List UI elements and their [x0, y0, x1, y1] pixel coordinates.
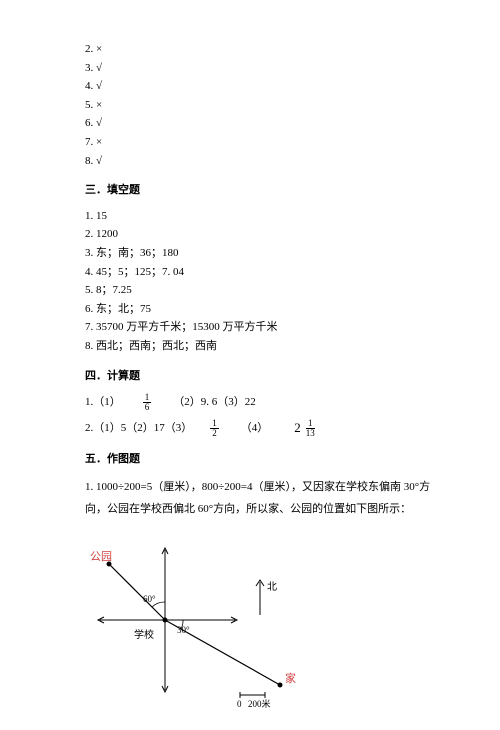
section-5-title: 五．作图题	[85, 451, 445, 469]
angle-30: 30°	[177, 625, 190, 635]
fraction: 1 2	[210, 419, 219, 438]
true-false-list: 2. × 3. √ 4. √ 5. × 6. √ 7. × 8. √	[85, 41, 445, 170]
blank-item: 6. 东；北；75	[85, 301, 445, 319]
fraction: 1 6	[143, 393, 152, 412]
tf-item: 6. √	[85, 115, 445, 133]
blanks-list: 1. 15 2. 1200 3. 东；南；36；180 4. 45；5；125；…	[85, 208, 445, 356]
school-label: 学校	[134, 628, 154, 641]
scale-200: 200米	[248, 698, 271, 709]
tf-item: 2. ×	[85, 41, 445, 59]
direction-diagram: 公园 家 学校 60° 30° 北 0 200米	[85, 530, 315, 710]
blank-item: 1. 15	[85, 208, 445, 226]
tf-item: 7. ×	[85, 134, 445, 152]
mixed-fraction: 2 1 13	[294, 418, 319, 439]
blank-item: 2. 1200	[85, 226, 445, 244]
calc-text: 2.（1）5（2）17（3）	[85, 420, 192, 438]
blank-item: 5. 8；7.25	[85, 282, 445, 300]
blank-item: 3. 东；南；36；180	[85, 245, 445, 263]
north-label: 北	[267, 581, 277, 593]
tf-item: 4. √	[85, 78, 445, 96]
section-3-title: 三．填空题	[85, 182, 445, 200]
calc-item-2: 2.（1）5（2）17（3） 1 2 （4） 2 1 13	[85, 418, 445, 439]
drawing-line: 向，公园在学校西偏北 60°方向，所以家、公园的位置如下图所示：	[85, 498, 445, 520]
page-content: 2. × 3. √ 4. √ 5. × 6. √ 7. × 8. √ 三．填空题…	[0, 0, 500, 730]
calc-item-1: 1.（1） 1 6 （2）9. 6（3）22	[85, 393, 445, 412]
home-label: 家	[285, 671, 296, 685]
tf-item: 8. √	[85, 153, 445, 171]
blank-item: 8. 西北；西南；西北；西南	[85, 338, 445, 356]
blank-item: 4. 45；5；125；7. 04	[85, 264, 445, 282]
calc-text: 1.（1）	[85, 394, 121, 412]
park-label: 公园	[90, 550, 112, 563]
scale-0: 0	[237, 699, 242, 709]
drawing-line: 1. 1000÷200=5（厘米），800÷200=4（厘米），又因家在学校东偏…	[85, 476, 445, 498]
calc-text: （4）	[241, 420, 269, 438]
tf-item: 5. ×	[85, 97, 445, 115]
tf-item: 3. √	[85, 60, 445, 78]
blank-item: 7. 35700 万平方千米；15300 万平方千米	[85, 319, 445, 337]
angle-60: 60°	[143, 594, 156, 604]
section-4-title: 四．计算题	[85, 368, 445, 386]
drawing-description: 1. 1000÷200=5（厘米），800÷200=4（厘米），又因家在学校东偏…	[85, 476, 445, 520]
calc-text: （2）9. 6（3）22	[173, 394, 256, 412]
